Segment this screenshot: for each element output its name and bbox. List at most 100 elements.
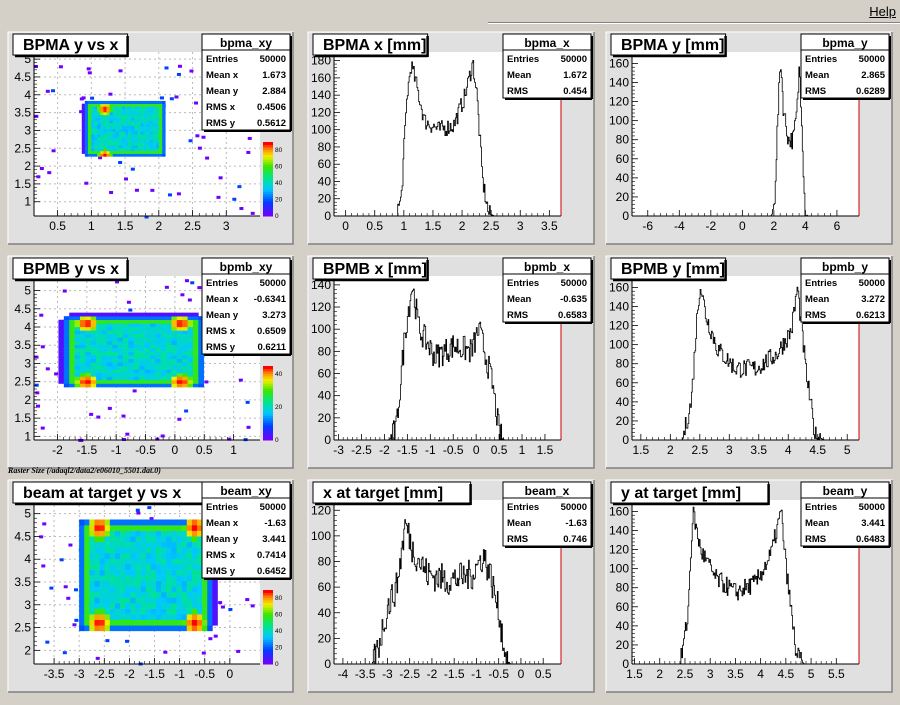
heatmap-bin	[109, 145, 114, 149]
heatmap-bin	[152, 136, 157, 141]
heatmap-bin	[162, 112, 166, 116]
heatmap-bin	[100, 120, 104, 124]
heatmap-bin	[69, 333, 75, 338]
heatmap-bin	[87, 112, 92, 116]
y-tick-label: 160	[311, 71, 331, 85]
color-scale-segment	[263, 415, 273, 419]
heatmap-bin	[137, 100, 141, 104]
heatmap-bin	[106, 120, 110, 124]
heatmap-bin	[109, 569, 116, 576]
heatmap-bin	[161, 525, 167, 531]
color-scale-segment	[263, 166, 273, 170]
heatmap-bin	[155, 145, 160, 149]
heatmap-bin	[171, 547, 177, 554]
stats-value: 0.746	[563, 534, 587, 545]
heatmap-bin	[176, 625, 182, 632]
heatmap-bin	[134, 134, 138, 138]
outlier-cell	[41, 564, 46, 568]
heatmap-bin	[150, 614, 157, 621]
heatmap-bin	[115, 134, 120, 138]
heatmap-bin	[120, 619, 126, 626]
heatmap-bin	[155, 109, 160, 113]
heatmap-bin	[97, 112, 101, 116]
heatmap-bin	[134, 103, 138, 107]
heatmap-bin	[103, 109, 107, 113]
heatmap-bin	[176, 558, 182, 565]
heatmap-bin	[131, 100, 135, 104]
heatmap-bin	[79, 323, 86, 328]
heatmap-bin	[140, 153, 144, 157]
heatmap-bin	[197, 558, 203, 565]
y-tick-label: 40	[616, 171, 630, 185]
heatmap-bin	[84, 139, 89, 143]
stats-label: RMS x	[206, 550, 236, 561]
heatmap-bin	[131, 131, 135, 135]
heatmap-bin	[171, 348, 178, 352]
color-scale-segment	[263, 425, 273, 429]
heatmap-bin	[171, 365, 178, 370]
heatmap-bin	[149, 103, 154, 107]
heatmap-bin	[69, 376, 75, 381]
heatmap-bin	[112, 125, 117, 129]
heatmap-bin	[97, 153, 101, 157]
heatmap-bin	[155, 586, 162, 593]
heatmap-bin	[125, 131, 129, 135]
x-tick-label: 3	[726, 443, 733, 457]
heatmap-bin	[91, 142, 95, 146]
y-tick-label: 2.5	[14, 375, 31, 389]
heatmap-bin	[197, 564, 203, 570]
heatmap-bin	[91, 112, 95, 116]
y-tick-label: 120	[311, 300, 331, 314]
outlier-cell	[201, 135, 206, 139]
heatmap-bin	[181, 586, 188, 593]
stats-value: 50000	[260, 502, 286, 513]
heatmap-bin	[182, 379, 188, 384]
x-tick-label: 3.5	[541, 219, 558, 233]
stats-value: 50000	[561, 278, 587, 289]
heatmap-bin	[121, 136, 126, 141]
heatmap-bin	[133, 348, 140, 352]
stats-value: 50000	[859, 502, 885, 513]
stats-value: -1.63	[565, 518, 587, 529]
heatmap-bin	[85, 323, 92, 328]
heatmap-bin	[134, 120, 138, 124]
heatmap-bin	[159, 128, 163, 132]
heatmap-bin	[139, 312, 145, 317]
heatmap-bin	[155, 591, 162, 598]
heatmap-bin	[79, 340, 86, 345]
heatmap-bin	[90, 340, 97, 345]
heatmap-bin	[81, 117, 86, 121]
help-menu[interactable]: Help	[869, 4, 896, 19]
heatmap-bin	[79, 558, 85, 565]
heatmap-bin	[99, 552, 106, 559]
heatmap-bin	[155, 319, 161, 324]
y-tick-label: 0	[324, 657, 331, 671]
pad-frame-shadow	[606, 256, 893, 469]
heatmap-bin	[114, 569, 121, 576]
heatmap-bin	[128, 362, 135, 367]
heatmap-bin	[212, 591, 218, 598]
heatmap-bin	[109, 120, 114, 124]
outlier-cell	[134, 188, 139, 192]
y-tick-label: 0	[324, 433, 331, 447]
heatmap-bin	[140, 547, 147, 554]
heatmap-bin	[182, 333, 188, 338]
y-tick-label: 0	[324, 209, 331, 223]
heatmap-bin	[106, 348, 113, 352]
heatmap-bin	[202, 591, 208, 598]
heatmap-bin	[140, 569, 147, 576]
heatmap-bin	[181, 564, 188, 570]
root-canvas[interactable]: 0 20 40 60 80 0.5 1 1.5 2 2.5 3 1 1.5 2 2.5 3 3.5 4 4.5 5 BP…	[0, 26, 900, 700]
color-scale-segment	[263, 617, 273, 621]
heatmap-bin	[202, 614, 208, 621]
heatmap-bin	[159, 109, 163, 113]
heatmap-bin	[114, 591, 121, 598]
x-tick-label: -1.5	[76, 443, 97, 457]
heatmap-bins	[58, 312, 205, 388]
heatmap-bin	[166, 351, 172, 356]
heatmap-bin	[134, 112, 138, 116]
heatmap-bin	[84, 112, 89, 116]
outlier-cell	[159, 96, 164, 100]
heatmap-bin	[123, 340, 129, 345]
stats-name: beam_x	[525, 484, 570, 498]
